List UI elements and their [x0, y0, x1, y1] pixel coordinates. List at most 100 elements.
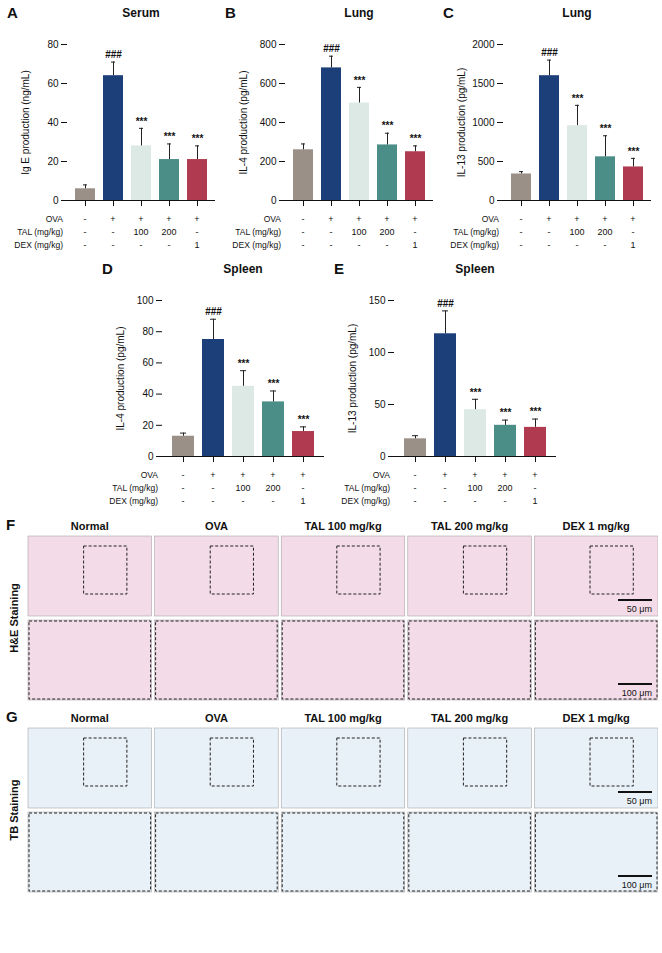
- html-text:100: 100: [133, 227, 149, 237]
- html-text:OVA: OVA: [481, 214, 499, 224]
- svg-text:100 μm: 100 μm: [622, 688, 652, 698]
- html-text:OVA: OVA: [372, 470, 390, 480]
- html-text:A: A: [7, 4, 18, 21]
- svg-text:800: 800: [260, 39, 277, 50]
- svg-text:TAL 200 mg/kg: TAL 200 mg/kg: [431, 520, 508, 532]
- html-text:Lung: Lung: [344, 6, 374, 20]
- html-text:200: 200: [161, 227, 177, 237]
- html-text:Lung: Lung: [562, 6, 592, 20]
- svg-text:TB Staining: TB Staining: [8, 779, 20, 840]
- html-text:100: 100: [569, 227, 585, 237]
- svg-text:IL-4 production (pg/mL): IL-4 production (pg/mL): [115, 327, 126, 431]
- svg-text:***: ***: [136, 116, 148, 127]
- html-text:TAL (mg/kg): TAL (mg/kg): [17, 227, 63, 237]
- svg-text:TAL 100 mg/kg: TAL 100 mg/kg: [304, 520, 381, 532]
- svg-text:***: ***: [298, 414, 310, 425]
- svg-text:***: ***: [410, 133, 422, 144]
- svg-text:80: 80: [47, 39, 59, 50]
- svg-text:TAL 100 mg/kg: TAL 100 mg/kg: [304, 712, 381, 724]
- svg-text:0: 0: [380, 451, 386, 462]
- svg-text:50 μm: 50 μm: [627, 796, 652, 806]
- svg-text:TAL 200 mg/kg: TAL 200 mg/kg: [431, 712, 508, 724]
- html-text:Serum: Serum: [122, 6, 160, 20]
- svg-text:1000: 1000: [472, 117, 495, 128]
- svg-text:500: 500: [478, 156, 495, 167]
- svg-text:0: 0: [53, 195, 59, 206]
- svg-text:***: ***: [268, 378, 280, 389]
- svg-text:***: ***: [530, 406, 542, 417]
- svg-text:###: ###: [323, 43, 340, 54]
- svg-text:H&E Staining: H&E Staining: [8, 583, 20, 653]
- svg-text:***: ***: [470, 387, 482, 398]
- svg-text:G: G: [6, 708, 18, 725]
- html-text:OVA: OVA: [263, 214, 281, 224]
- svg-text:2000: 2000: [472, 39, 495, 50]
- html-text:E: E: [334, 260, 344, 277]
- html-text:B: B: [225, 4, 236, 21]
- svg-text:600: 600: [260, 78, 277, 89]
- svg-text:60: 60: [47, 78, 59, 89]
- svg-text:100: 100: [369, 347, 386, 358]
- svg-text:Ig E production (ng/mL): Ig E production (ng/mL): [20, 70, 31, 175]
- svg-text:###: ###: [541, 47, 558, 58]
- svg-text:OVA: OVA: [205, 520, 228, 532]
- svg-text:Normal: Normal: [71, 520, 109, 532]
- svg-text:200: 200: [260, 156, 277, 167]
- svg-text:***: ***: [238, 358, 250, 369]
- svg-text:***: ***: [628, 146, 640, 157]
- html-text:C: C: [443, 4, 454, 21]
- svg-text:50: 50: [374, 399, 386, 410]
- html-text:D: D: [102, 260, 113, 277]
- svg-text:###: ###: [205, 306, 222, 317]
- html-text:100: 100: [235, 483, 251, 493]
- svg-text:Normal: Normal: [71, 712, 109, 724]
- svg-text:IL-13 production (pg/mL): IL-13 production (pg/mL): [347, 324, 358, 434]
- html-text:TAL (mg/kg): TAL (mg/kg): [344, 483, 390, 493]
- svg-text:0: 0: [148, 451, 154, 462]
- svg-text:***: ***: [600, 123, 612, 134]
- svg-text:1500: 1500: [472, 78, 495, 89]
- svg-text:DEX 1 mg/kg: DEX 1 mg/kg: [563, 520, 630, 532]
- html-text:TAL (mg/kg): TAL (mg/kg): [235, 227, 281, 237]
- svg-text:100 μm: 100 μm: [622, 880, 652, 890]
- html-text:DEX (mg/kg): DEX (mg/kg): [450, 240, 499, 250]
- html-text:200: 200: [379, 227, 395, 237]
- svg-text:***: ***: [192, 133, 204, 144]
- html-text:DEX (mg/kg): DEX (mg/kg): [232, 240, 281, 250]
- html-text:200: 200: [597, 227, 613, 237]
- html-text:DEX (mg/kg): DEX (mg/kg): [109, 496, 158, 506]
- svg-text:IL-13 production (pg/mL): IL-13 production (pg/mL): [456, 68, 467, 178]
- svg-text:150: 150: [369, 295, 386, 306]
- svg-text:60: 60: [142, 357, 154, 368]
- svg-text:40: 40: [142, 388, 154, 399]
- svg-text:***: ***: [354, 75, 366, 86]
- html-text:Spleen: Spleen: [455, 262, 495, 276]
- svg-text:OVA: OVA: [205, 712, 228, 724]
- svg-text:0: 0: [489, 195, 495, 206]
- html-text:OVA: OVA: [45, 214, 63, 224]
- svg-text:50 μm: 50 μm: [627, 604, 652, 614]
- html-text:200: 200: [265, 483, 281, 493]
- svg-text:***: ***: [572, 93, 584, 104]
- svg-text:20: 20: [47, 156, 59, 167]
- svg-text:IL-4 production (pg/mL): IL-4 production (pg/mL): [238, 71, 249, 175]
- svg-text:40: 40: [47, 117, 59, 128]
- html-text:100: 100: [351, 227, 367, 237]
- svg-text:###: ###: [437, 298, 454, 309]
- html-text:TAL (mg/kg): TAL (mg/kg): [453, 227, 499, 237]
- svg-text:100: 100: [137, 295, 154, 306]
- html-text:Spleen: Spleen: [223, 262, 263, 276]
- html-text:DEX (mg/kg): DEX (mg/kg): [14, 240, 63, 250]
- html-text:TAL (mg/kg): TAL (mg/kg): [112, 483, 158, 493]
- svg-text:0: 0: [271, 195, 277, 206]
- svg-text:400: 400: [260, 117, 277, 128]
- svg-text:###: ###: [105, 49, 122, 60]
- svg-text:80: 80: [142, 326, 154, 337]
- svg-text:F: F: [6, 516, 15, 533]
- svg-text:DEX 1 mg/kg: DEX 1 mg/kg: [563, 712, 630, 724]
- html-text:OVA: OVA: [140, 470, 158, 480]
- svg-text:***: ***: [500, 407, 512, 418]
- svg-text:***: ***: [382, 120, 394, 131]
- svg-text:***: ***: [164, 131, 176, 142]
- svg-text:20: 20: [142, 420, 154, 431]
